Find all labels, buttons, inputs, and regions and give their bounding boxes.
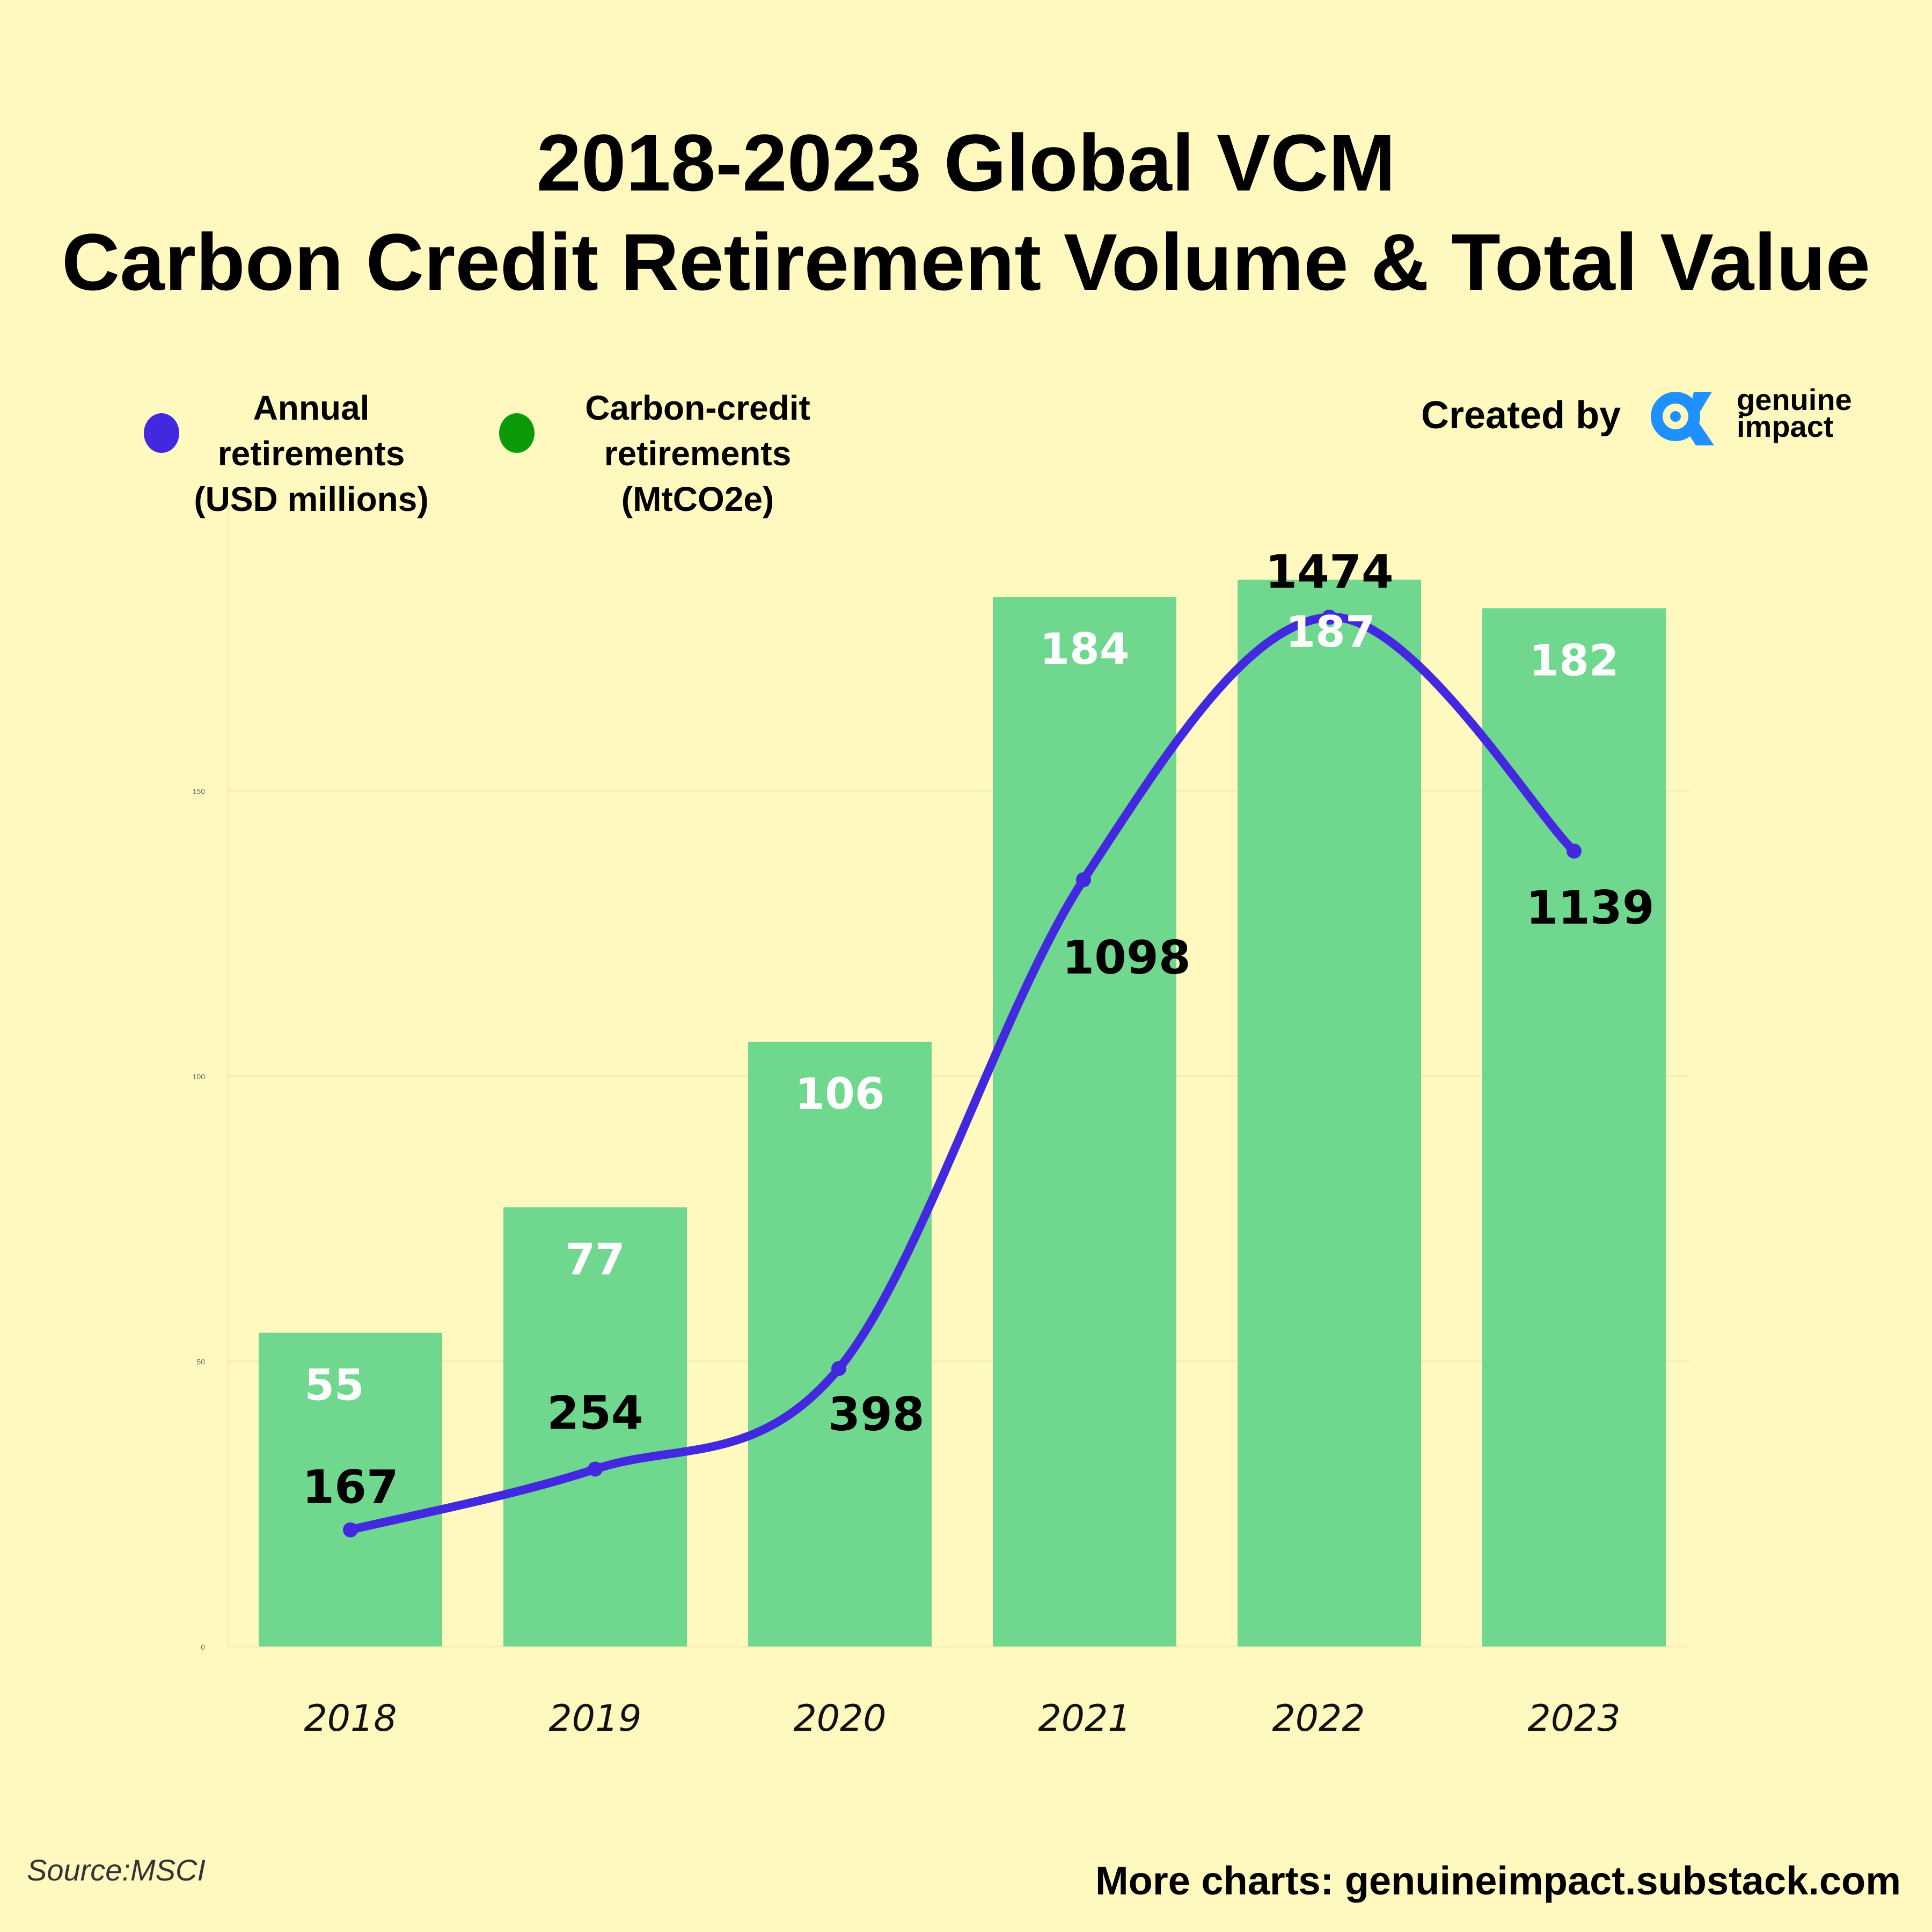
bar-2022 [1238, 580, 1421, 1646]
line-value-label: 1474 [1265, 545, 1393, 599]
usd-series-point [343, 1522, 358, 1538]
legend-label-mtco2e: Carbon-credit retirements (MtCO2e) [585, 389, 810, 518]
line-value-label: 1139 [1526, 881, 1654, 935]
bar-value-label: 106 [795, 1069, 885, 1119]
usd-series-point [831, 1361, 846, 1377]
source-note: Source:MSCI [27, 1853, 206, 1887]
created-by-label: Created by [1421, 394, 1621, 437]
bar-2021 [993, 597, 1176, 1646]
bar-value-label: 184 [1040, 624, 1130, 674]
usd-series-point [1076, 872, 1091, 888]
line-value-label: 167 [302, 1461, 399, 1514]
usd-series-point [588, 1461, 603, 1477]
legend-label-usd: Annual retirements (USD millions) [194, 389, 429, 518]
x-tick-label: 2020 [793, 1697, 886, 1740]
x-tick-label: 2021 [1038, 1697, 1131, 1740]
genuine-impact-brand-name: genuine impact [1737, 383, 1852, 443]
chart-title-line-1: 2018-2023 Global VCM [536, 118, 1396, 208]
y-tick-label: 150 [193, 787, 206, 796]
x-tick-label: 2022 [1272, 1697, 1365, 1740]
bar-value-label: 182 [1529, 635, 1619, 685]
usd-series-point [1567, 843, 1582, 859]
bar-value-label: 77 [565, 1234, 625, 1284]
more-charts-link[interactable]: More charts: genuineimpact.substack.com [1095, 1858, 1901, 1903]
bar-2020 [748, 1042, 932, 1646]
line-value-label: 1098 [1062, 931, 1190, 985]
legend-marker-mtco2e [499, 413, 535, 453]
usd-series-point [1322, 609, 1337, 625]
bar-value-label: 187 [1286, 607, 1375, 657]
legend-marker-usd [144, 413, 179, 453]
chart-title-line-2: Carbon Credit Retirement Volume & Total … [61, 217, 1871, 307]
line-value-label: 398 [828, 1388, 925, 1441]
x-tick-label: 2018 [304, 1697, 397, 1740]
y-tick-label: 50 [196, 1358, 205, 1366]
y-tick-label: 0 [201, 1643, 205, 1651]
bar-2018 [259, 1333, 442, 1646]
x-tick-label: 2023 [1527, 1697, 1620, 1740]
line-value-label: 254 [547, 1386, 643, 1440]
y-tick-label: 100 [193, 1072, 206, 1081]
bar-2023 [1482, 608, 1666, 1646]
genuine-impact-logo-icon [1651, 392, 1714, 445]
x-tick-label: 2019 [548, 1697, 641, 1740]
bar-2019 [503, 1207, 687, 1646]
bar-value-label: 55 [304, 1360, 364, 1410]
